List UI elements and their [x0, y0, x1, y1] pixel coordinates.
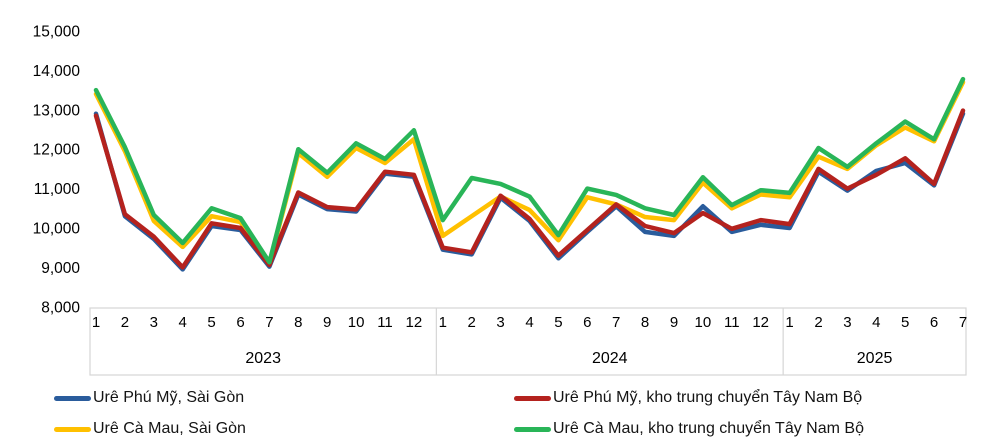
- y-axis-tick-label: 14,000: [33, 63, 81, 80]
- x-axis-month-label: 8: [294, 314, 302, 331]
- x-axis-month-label: 8: [641, 314, 649, 331]
- x-axis-month-label: 7: [265, 314, 273, 331]
- series-line-3: [93, 76, 966, 265]
- series-line-2: [93, 79, 966, 266]
- x-axis-month-label: 6: [236, 314, 244, 331]
- x-axis-month-label: 5: [901, 314, 909, 331]
- x-axis-month-label: 5: [554, 314, 562, 331]
- x-axis-year-label: 2023: [245, 350, 281, 367]
- x-axis-month-label: 6: [930, 314, 938, 331]
- x-axis-month-label: 12: [406, 314, 423, 331]
- legend-marker-green-line: [514, 426, 551, 432]
- legend-label: Urê Phú Mỹ, Sài Gòn: [93, 389, 245, 406]
- x-axis-month-label: 11: [377, 314, 393, 331]
- legend-item-ca-mau-tay-nam-bo: Urê Cà Mau, kho trung chuyển Tây Nam Bộ: [514, 419, 864, 439]
- x-axis-month-label: 4: [525, 314, 533, 331]
- x-axis-month-label: 10: [348, 314, 365, 331]
- x-axis-year-label: 2024: [592, 350, 628, 367]
- legend-label: Urê Phú Mỹ, kho trung chuyển Tây Nam Bộ: [553, 389, 863, 406]
- x-axis-month-label: 11: [724, 314, 740, 331]
- x-axis-month-label: 2: [814, 314, 822, 331]
- y-axis-tick-label: 8,000: [41, 299, 80, 316]
- x-axis-month-label: 9: [323, 314, 331, 331]
- y-axis-tick-label: 10,000: [33, 221, 81, 238]
- x-axis-month-label: 6: [583, 314, 591, 331]
- x-axis-month-label: 10: [695, 314, 712, 331]
- x-axis-month-label: 9: [670, 314, 678, 331]
- series-line-1: [93, 108, 966, 270]
- y-axis-tick-label: 9,000: [41, 260, 80, 277]
- y-axis-tick-label: 13,000: [33, 102, 81, 119]
- y-axis-tick-label: 11,000: [34, 181, 81, 198]
- legend-label: Urê Cà Mau, kho trung chuyển Tây Nam Bộ: [553, 420, 864, 437]
- x-axis-month-label: 1: [785, 314, 793, 331]
- x-axis-month-label: 7: [959, 314, 967, 331]
- x-axis-month-label: 3: [150, 314, 158, 331]
- x-axis-month-label: 7: [612, 314, 620, 331]
- x-axis-box: [89, 307, 967, 376]
- x-axis-month-label: 3: [496, 314, 504, 331]
- x-axis-month-label: 12: [752, 314, 769, 331]
- x-axis-month-label: 1: [439, 314, 447, 331]
- y-axis-tick-label: 15,000: [33, 24, 81, 41]
- x-axis-month-label: 4: [179, 314, 187, 331]
- x-axis-month-label: 4: [872, 314, 880, 331]
- legend-label: Urê Cà Mau, Sài Gòn: [93, 420, 246, 437]
- x-axis-month-label: 2: [468, 314, 476, 331]
- legend-marker-red-line: [514, 395, 551, 401]
- x-axis-month-label: 3: [843, 314, 851, 331]
- series-line-0: [93, 111, 966, 272]
- x-axis-month-label: 5: [207, 314, 215, 331]
- y-axis-tick-label: 12,000: [33, 142, 81, 159]
- x-axis-month-label: 1: [92, 314, 100, 331]
- legend-item-ca-mau-sai-gon: Urê Cà Mau, Sài Gòn: [54, 419, 246, 439]
- legend-item-phu-my-tay-nam-bo: Urê Phú Mỹ, kho trung chuyển Tây Nam Bộ: [514, 388, 862, 408]
- legend-marker-yellow-line: [54, 426, 91, 432]
- legend-item-phu-my-sai-gon: Urê Phú Mỹ, Sài Gòn: [54, 388, 244, 408]
- x-axis-month-label: 2: [121, 314, 129, 331]
- legend-marker-blue-line: [54, 395, 91, 401]
- x-axis-year-label: 2025: [857, 350, 893, 367]
